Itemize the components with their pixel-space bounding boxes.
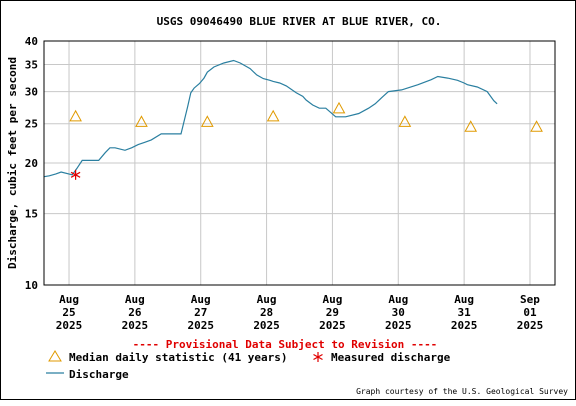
grid xyxy=(44,41,555,285)
x-tick-label: 28 xyxy=(260,306,273,319)
median-statistic-point xyxy=(332,101,346,114)
median-statistic-point xyxy=(135,115,148,127)
series xyxy=(43,59,543,180)
x-tick-label: 27 xyxy=(194,306,207,319)
x-tick-label: 2025 xyxy=(187,319,214,332)
x-tick-label: 2025 xyxy=(122,319,149,332)
y-tick-label: 25 xyxy=(25,118,38,131)
x-tick-label: 2025 xyxy=(253,319,280,332)
legend-median-label: Median daily statistic (41 years) xyxy=(69,351,288,364)
legend-median-triangle-icon xyxy=(48,350,62,362)
x-tick-label: Sep xyxy=(520,293,540,306)
x-tick-label: Aug xyxy=(125,293,145,306)
y-tick-label: 10 xyxy=(25,279,38,292)
median-statistic-point xyxy=(464,120,478,132)
median-statistic-point xyxy=(398,115,412,127)
x-axis-ticks: Aug252025Aug262025Aug272025Aug282025Aug2… xyxy=(56,293,543,332)
x-tick-label: Aug xyxy=(322,293,342,306)
legend-discharge-label: Discharge xyxy=(69,368,129,381)
median-statistic-point xyxy=(530,120,543,132)
credit-text: Graph courtesy of the U.S. Geological Su… xyxy=(356,387,568,396)
y-axis-ticks: 10 15 20 25 30 35 40 xyxy=(25,35,38,292)
x-tick-label: 25 xyxy=(62,306,75,319)
provisional-note: ---- Provisional Data Subject to Revisio… xyxy=(133,338,438,351)
x-tick-label: 30 xyxy=(392,306,405,319)
x-tick-label: Aug xyxy=(388,293,408,306)
legend-measured-star-icon xyxy=(313,352,323,362)
x-tick-label: 26 xyxy=(128,306,142,319)
x-tick-label: 01 xyxy=(523,306,537,319)
y-tick-label: 15 xyxy=(25,208,38,221)
median-statistic-point xyxy=(69,109,82,122)
y-tick-label: 40 xyxy=(25,35,38,48)
y-tick-label: 35 xyxy=(25,59,38,72)
y-tick-label: 30 xyxy=(25,86,38,99)
median-statistic-point xyxy=(200,115,214,127)
x-tick-label: Aug xyxy=(257,293,277,306)
x-tick-label: 2025 xyxy=(385,319,412,332)
chart-title: USGS 09046490 BLUE RIVER AT BLUE RIVER, … xyxy=(157,15,442,28)
x-tick-label: 2025 xyxy=(319,319,346,332)
y-axis-label: Discharge, cubic feet per second xyxy=(6,57,19,269)
legend-measured-label: Measured discharge xyxy=(331,351,451,364)
plot-area xyxy=(43,40,556,286)
x-tick-label: 2025 xyxy=(56,319,83,332)
measured-discharge-point xyxy=(70,169,81,180)
x-tick-label: 31 xyxy=(458,306,472,319)
x-tick-label: 2025 xyxy=(451,319,478,332)
x-tick-label: Aug xyxy=(191,293,211,306)
x-tick-label: Aug xyxy=(454,293,474,306)
x-tick-label: 29 xyxy=(326,306,339,319)
discharge-series-line xyxy=(43,59,498,178)
legend: Median daily statistic (41 years) Measur… xyxy=(46,350,451,381)
y-tick-label: 20 xyxy=(25,157,38,170)
x-tick-label: Aug xyxy=(59,293,79,306)
median-statistic-point xyxy=(266,109,280,122)
x-tick-label: 2025 xyxy=(517,319,544,332)
